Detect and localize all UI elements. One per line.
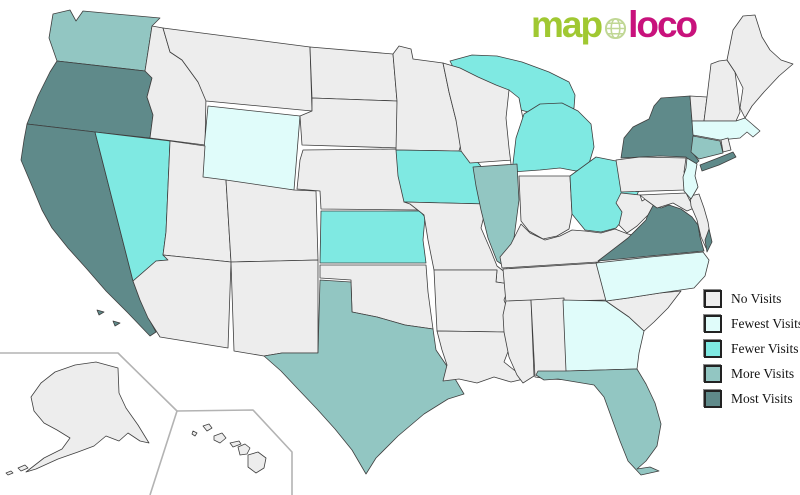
state-hawaii-maui <box>237 443 251 456</box>
state-virginia-eastern-shore <box>704 228 713 253</box>
legend-item-most-visits: Most Visits <box>704 386 800 411</box>
state-hawaii-kauai <box>202 423 213 432</box>
state-colorado <box>225 179 319 263</box>
legend-label: Fewest Visits <box>731 315 800 331</box>
legend-swatch-no-visits <box>704 289 722 308</box>
logo-text-loco: loco <box>628 4 698 45</box>
state-north-dakota <box>309 46 398 102</box>
legend-item-more-visits: More Visits <box>704 361 800 386</box>
state-california-channel-island-2 <box>112 320 121 327</box>
state-massachusetts <box>691 117 761 141</box>
legend-swatch-more-visits <box>704 364 722 383</box>
maploco-logo[interactable]: map loco <box>531 4 698 45</box>
legend-swatch-fewer-visits <box>704 339 722 358</box>
state-kansas <box>319 210 427 264</box>
legend-label: Most Visits <box>731 390 793 406</box>
state-michigan-lower <box>511 102 595 173</box>
logo-text-map: map <box>531 4 603 45</box>
state-alaska-aleutian-island-2 <box>5 470 14 476</box>
state-california-channel-island <box>96 309 105 316</box>
state-alaska <box>25 361 150 473</box>
state-washington <box>48 9 161 72</box>
state-hawaii-big-island <box>247 451 267 474</box>
map-legend: No Visits Fewest Visits Fewer Visits Mor… <box>704 286 800 411</box>
legend-item-no-visits: No Visits <box>704 286 800 311</box>
state-florida <box>535 368 662 476</box>
state-hawaii-niihau <box>191 430 198 437</box>
state-maine <box>726 14 794 119</box>
state-wyoming <box>200 105 301 191</box>
state-new-jersey <box>682 157 699 200</box>
state-connecticut <box>690 135 724 160</box>
state-texas <box>263 279 465 475</box>
globe-icon <box>605 17 627 40</box>
legend-swatch-fewest-visits <box>704 314 722 333</box>
state-south-dakota <box>299 97 402 149</box>
state-alaska-aleutian-island <box>17 464 29 472</box>
state-new-mexico <box>230 259 319 357</box>
state-pennsylvania <box>615 156 689 193</box>
legend-item-fewer-visits: Fewer Visits <box>704 336 800 361</box>
legend-swatch-most-visits <box>704 389 722 408</box>
state-hawaii-molokai <box>229 440 242 448</box>
hawaii-inset-border <box>176 409 293 495</box>
legend-label: More Visits <box>731 365 795 381</box>
alaska-inset-border <box>0 352 178 495</box>
state-virginia <box>597 202 705 262</box>
state-new-york <box>620 95 700 167</box>
state-north-carolina <box>595 251 710 302</box>
state-new-york-long-island <box>699 151 737 172</box>
state-west-virginia <box>615 192 656 234</box>
legend-item-fewest-visits: Fewest Visits <box>704 311 800 336</box>
state-rhode-island <box>720 137 732 153</box>
legend-label: No Visits <box>731 290 782 306</box>
state-arizona <box>132 254 232 349</box>
state-hawaii-oahu <box>213 432 227 444</box>
legend-label: Fewer Visits <box>731 340 799 356</box>
state-tennessee <box>502 262 608 304</box>
